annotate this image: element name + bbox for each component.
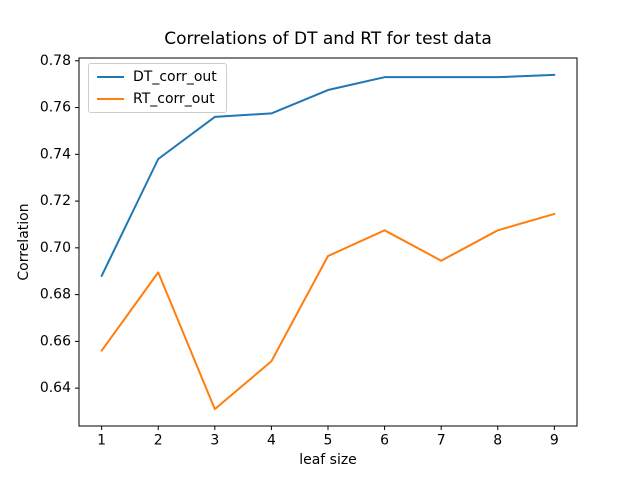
y-tick-label: 0.68 bbox=[40, 287, 71, 303]
series-line-rt_corr_out bbox=[100, 212, 556, 411]
x-tick-label: 4 bbox=[267, 433, 276, 449]
legend: DT_corr_out RT_corr_out bbox=[88, 63, 227, 113]
y-tick-label: 0.66 bbox=[40, 333, 71, 349]
y-tick-label: 0.76 bbox=[40, 100, 71, 116]
dt-line-swatch-icon bbox=[97, 76, 124, 78]
x-tick-label: 9 bbox=[550, 433, 559, 449]
x-tick-label: 3 bbox=[210, 433, 219, 449]
legend-item-rt: RT_corr_out bbox=[97, 91, 217, 107]
x-tick-label: 5 bbox=[324, 433, 333, 449]
plot-border bbox=[78, 57, 578, 427]
y-tick-label: 0.72 bbox=[40, 193, 71, 209]
x-tick-label: 1 bbox=[97, 433, 106, 449]
legend-label-rt: RT_corr_out bbox=[133, 91, 215, 107]
y-tick-label: 0.64 bbox=[40, 380, 71, 396]
x-axis-label: leaf size bbox=[299, 452, 357, 468]
x-tick-label: 8 bbox=[493, 433, 502, 449]
rt-line-swatch-icon bbox=[97, 98, 124, 100]
y-tick-label: 0.78 bbox=[40, 53, 71, 69]
y-tick-label: 0.70 bbox=[40, 240, 71, 256]
legend-item-dt: DT_corr_out bbox=[97, 69, 217, 85]
y-axis-label: Correlation bbox=[16, 203, 32, 281]
x-tick-label: 6 bbox=[380, 433, 389, 449]
legend-label-dt: DT_corr_out bbox=[133, 69, 217, 85]
chart-title: Correlations of DT and RT for test data bbox=[164, 29, 492, 49]
series-line-dt_corr_out bbox=[100, 73, 556, 277]
x-tick-label: 7 bbox=[437, 433, 446, 449]
y-tick-label: 0.74 bbox=[40, 146, 71, 162]
x-tick-label: 2 bbox=[154, 433, 163, 449]
